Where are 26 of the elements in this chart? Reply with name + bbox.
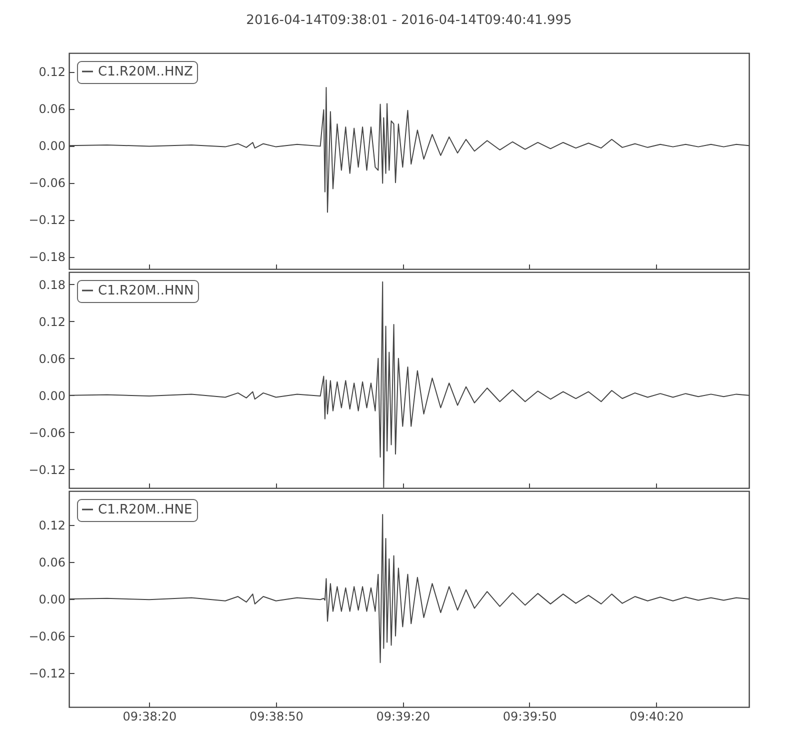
x-tick-label: 09:40:20 xyxy=(630,710,684,724)
x-tick-label: 09:39:20 xyxy=(376,710,430,724)
y-tick-label: −0.06 xyxy=(28,426,66,440)
y-tick-label: 0.06 xyxy=(38,352,66,366)
y-tick-label: −0.06 xyxy=(28,176,66,190)
legend-label: C1.R20M..HNE xyxy=(98,502,192,518)
y-tick-label: −0.12 xyxy=(28,462,66,477)
x-tick-label: 09:38:50 xyxy=(250,710,304,724)
y-tick-label: −0.12 xyxy=(28,213,66,228)
y-tick-label: 0.12 xyxy=(38,518,66,532)
y-tick-label: 0.18 xyxy=(38,278,66,292)
chart-title: 2016-04-14T09:38:01 - 2016-04-14T09:40:41.995 xyxy=(246,13,572,28)
y-tick-label: 0.00 xyxy=(38,592,66,606)
x-tick-label: 09:39:50 xyxy=(502,710,557,724)
y-tick-label: 0.12 xyxy=(38,314,66,329)
y-tick-label: 0.12 xyxy=(38,65,66,80)
x-tick-label: 09:38:20 xyxy=(122,710,177,724)
legend-label: C1.R20M..HNZ xyxy=(98,64,194,80)
legend-label: C1.R20M..HNN xyxy=(98,284,194,298)
y-tick-label: 0.06 xyxy=(38,102,66,116)
y-tick-label: 0.00 xyxy=(38,139,66,154)
y-tick-label: −0.12 xyxy=(28,666,66,681)
y-tick-label: −0.18 xyxy=(28,250,66,264)
y-tick-label: 0.00 xyxy=(38,388,66,403)
y-tick-label: 0.06 xyxy=(38,555,66,570)
y-tick-label: −0.06 xyxy=(28,630,66,644)
